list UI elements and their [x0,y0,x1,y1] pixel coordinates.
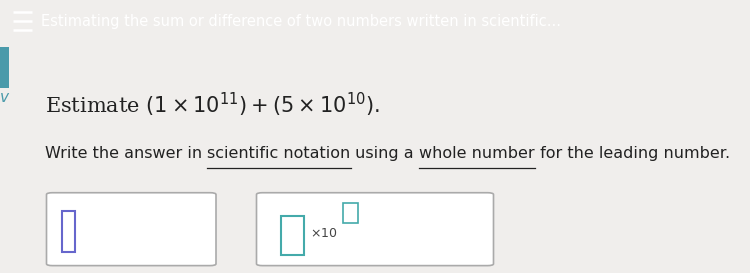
Text: for the leading number.: for the leading number. [535,146,730,161]
Text: scientific notation: scientific notation [207,146,350,161]
Text: Estimating the sum or difference of two numbers written in scientific...: Estimating the sum or difference of two … [41,14,561,29]
FancyBboxPatch shape [256,193,494,266]
Text: $\times$10: $\times$10 [310,227,338,240]
FancyBboxPatch shape [46,193,216,266]
Text: Write the answer in: Write the answer in [45,146,207,161]
Text: Estimate $\left(1\times10^{11}\right)+\left(5\times10^{10}\right).$: Estimate $\left(1\times10^{11}\right)+\l… [45,91,380,119]
Text: whole number: whole number [419,146,535,161]
Text: v: v [0,90,9,105]
Text: using a: using a [350,146,419,161]
FancyBboxPatch shape [0,47,9,88]
